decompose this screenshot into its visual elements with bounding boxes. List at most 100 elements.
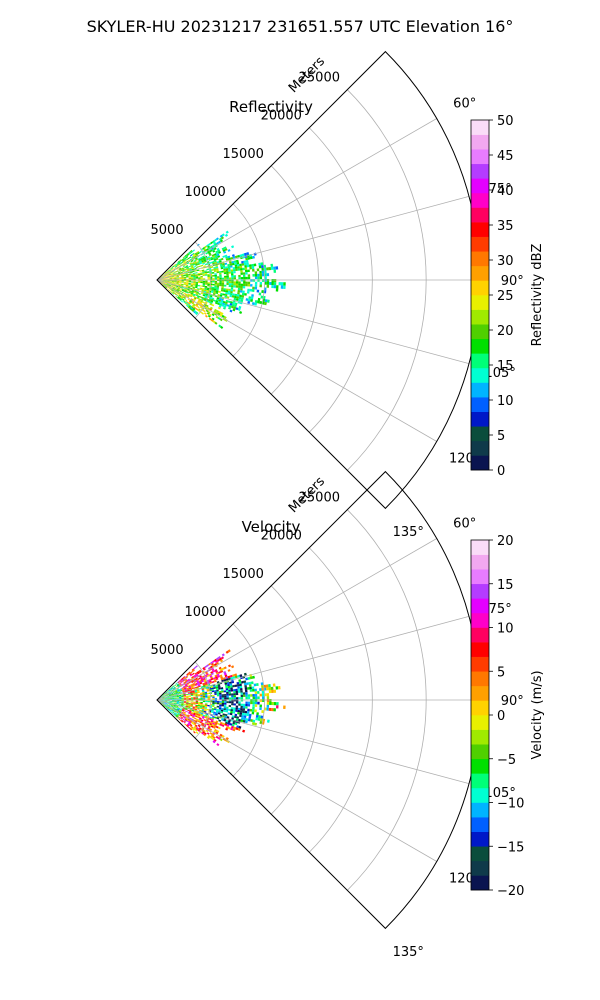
echo-gate xyxy=(173,692,176,695)
echo-gate xyxy=(164,271,167,274)
echo-gate xyxy=(174,698,177,699)
echo-gate xyxy=(193,702,196,704)
echo-gate xyxy=(197,300,201,303)
echo-gate xyxy=(231,701,234,704)
echo-gate xyxy=(185,685,189,688)
echo-gate xyxy=(220,711,224,714)
echo-gate xyxy=(230,710,233,714)
echo-gate xyxy=(172,711,176,714)
echo-gate xyxy=(215,237,219,241)
echo-gate xyxy=(262,696,265,700)
echo-gate xyxy=(171,695,175,697)
echo-gate xyxy=(187,302,191,305)
echo-gate xyxy=(235,307,239,311)
echo-gate xyxy=(172,270,175,272)
echo-gate xyxy=(245,283,248,287)
echo-gate xyxy=(216,247,220,251)
echo-gate xyxy=(170,692,174,695)
echo-gate xyxy=(211,668,215,672)
echo-gate xyxy=(191,267,195,270)
echo-gate xyxy=(167,701,170,703)
echo-gate xyxy=(169,701,173,702)
echo-gate xyxy=(190,264,194,267)
echo-gate xyxy=(248,713,252,717)
echo-gate xyxy=(162,697,165,699)
echo-gate xyxy=(207,722,210,725)
echo-gate xyxy=(167,287,170,289)
echo-gate xyxy=(177,288,180,290)
echo-gate xyxy=(179,277,182,279)
echo-gate xyxy=(194,252,198,255)
echo-gate xyxy=(202,676,206,680)
echo-gate xyxy=(238,703,241,706)
echo-gate xyxy=(168,709,171,712)
echo-gate xyxy=(162,696,165,698)
echo-gate xyxy=(212,257,216,260)
echo-gate xyxy=(183,693,186,695)
echo-gate xyxy=(171,693,174,695)
echo-gate xyxy=(202,256,206,260)
echo-gate xyxy=(245,281,248,284)
echo-gate xyxy=(180,261,184,264)
echo-gate xyxy=(268,267,272,271)
echo-gate xyxy=(191,721,195,724)
echo-gate xyxy=(167,280,170,282)
echo-gate xyxy=(193,310,197,313)
echo-gate xyxy=(212,255,216,258)
echo-gate xyxy=(226,691,229,694)
echo-gate xyxy=(199,706,203,708)
echo-gate xyxy=(181,281,184,283)
echo-gate xyxy=(241,260,244,264)
echo-gate xyxy=(204,681,208,684)
echo-gate xyxy=(188,281,191,283)
echo-gate xyxy=(228,691,232,694)
echo-gate xyxy=(181,291,184,294)
echo-gate xyxy=(177,717,180,720)
echo-gate xyxy=(179,259,182,262)
echo-gate xyxy=(231,245,235,249)
echo-gate xyxy=(169,708,172,710)
echo-gate xyxy=(259,300,263,305)
echo-gate xyxy=(185,693,189,696)
echo-gate xyxy=(164,276,167,278)
echo-gate xyxy=(181,289,185,291)
echo-gate xyxy=(213,247,217,251)
echo-gate xyxy=(183,717,186,720)
echo-gate xyxy=(231,725,234,729)
echo-gate xyxy=(235,727,239,731)
echo-gate xyxy=(193,283,196,285)
echo-gate xyxy=(193,726,197,730)
echo-gate xyxy=(187,679,191,682)
echo-gate xyxy=(201,269,205,272)
echo-gate xyxy=(233,260,237,263)
echo-gate xyxy=(210,300,214,303)
echo-gate xyxy=(188,280,192,282)
echo-gate xyxy=(207,720,211,724)
echo-gate xyxy=(223,690,227,693)
echo-gate xyxy=(266,704,270,708)
colorbar-segment xyxy=(471,265,489,281)
echo-gate xyxy=(205,248,209,251)
echo-gate xyxy=(170,691,173,694)
echo-gate xyxy=(228,288,231,291)
echo-gate xyxy=(215,657,219,661)
echo-gate xyxy=(199,676,203,679)
echo-gate xyxy=(207,725,211,729)
colorbar-segment xyxy=(471,338,489,354)
echo-gate xyxy=(272,683,276,687)
echo-gate xyxy=(221,277,225,280)
echo-gate xyxy=(215,256,218,259)
echo-gate xyxy=(167,277,170,279)
echo-gate xyxy=(188,697,192,699)
echo-gate xyxy=(254,699,258,702)
echo-gate xyxy=(180,712,184,714)
echo-gate xyxy=(166,274,169,276)
echo-gate xyxy=(190,700,194,702)
echo-gate xyxy=(220,289,224,292)
echo-gate xyxy=(180,286,183,289)
echo-gate xyxy=(206,687,209,690)
echo-gate xyxy=(186,304,190,307)
echo-gate xyxy=(178,711,181,714)
echo-gate xyxy=(194,706,198,709)
echo-gate xyxy=(173,263,176,266)
